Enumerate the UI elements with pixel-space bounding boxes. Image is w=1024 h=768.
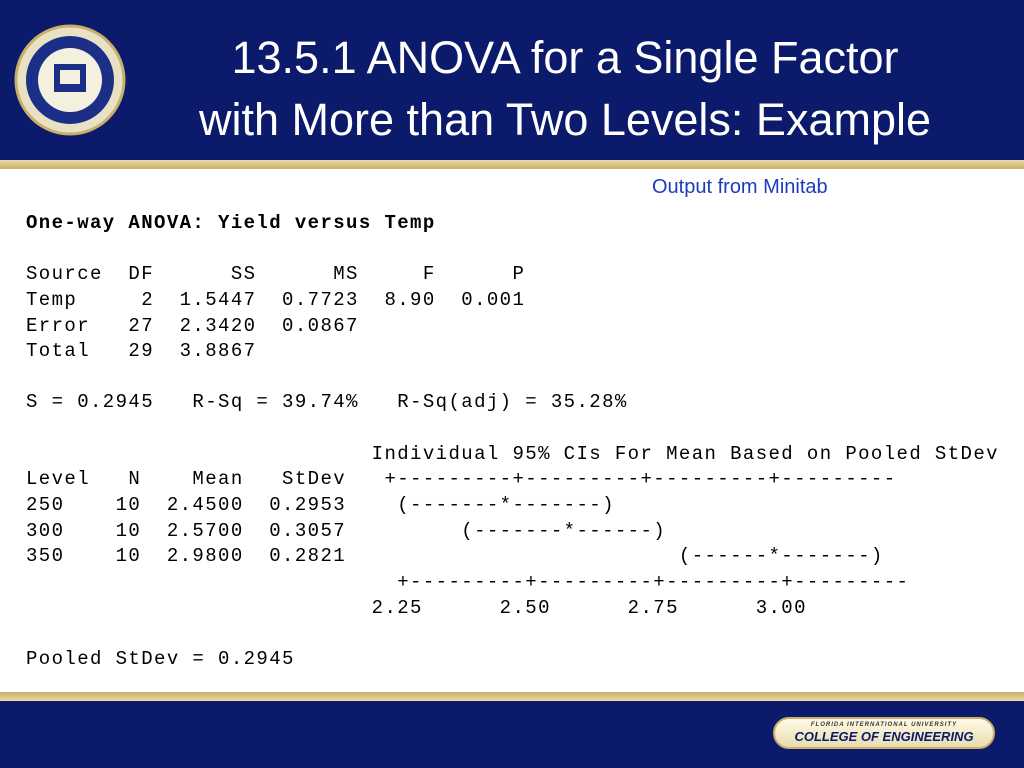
output-line: Pooled StDev = 0.2945 — [26, 647, 295, 670]
header-band — [0, 0, 1024, 160]
minitab-output: One-way ANOVA: Yield versus Temp Source … — [26, 211, 999, 673]
spacer — [26, 365, 999, 391]
footer-stripe — [0, 692, 1024, 701]
output-line: Level N Mean StDev +---------+---------+… — [26, 468, 897, 491]
badge-college: COLLEGE OF ENGINEERING — [794, 729, 974, 744]
output-line: Source DF SS MS F P — [26, 263, 526, 286]
subtitle: Output from Minitab — [652, 176, 828, 198]
output-line: S = 0.2945 R-Sq = 39.74% R-Sq(adj) = 35.… — [26, 391, 628, 414]
header-stripe — [0, 160, 1024, 169]
output-line: Total 29 3.8867 — [26, 340, 257, 363]
slide-title: with More than Two Levels: Example — [198, 94, 932, 145]
output-line: 300 10 2.5700 0.3057 (-------*------) — [26, 519, 667, 542]
slide-title: 13.5.1 ANOVA for a Single Factor — [231, 32, 899, 83]
spacer — [26, 237, 999, 263]
spacer — [26, 621, 999, 647]
college-badge: FLORIDA INTERNATIONAL UNIVERSITY COLLEGE… — [773, 717, 995, 749]
output-line: Individual 95% CIs For Mean Based on Poo… — [26, 442, 999, 465]
university-seal — [14, 24, 126, 136]
output-heading: One-way ANOVA: Yield versus Temp — [26, 212, 436, 234]
output-line: +---------+---------+---------+--------- — [26, 570, 910, 593]
spacer — [26, 416, 999, 442]
output-line: Temp 2 1.5447 0.7723 8.90 0.001 — [26, 288, 526, 311]
output-line: 2.25 2.50 2.75 3.00 — [26, 596, 807, 619]
output-line: Error 27 2.3420 0.0867 — [26, 314, 359, 337]
output-line: 350 10 2.9800 0.2821 (------*-------) — [26, 545, 884, 568]
output-line: 250 10 2.4500 0.2953 (-------*-------) — [26, 494, 615, 517]
badge-university: FLORIDA INTERNATIONAL UNIVERSITY — [810, 722, 958, 728]
